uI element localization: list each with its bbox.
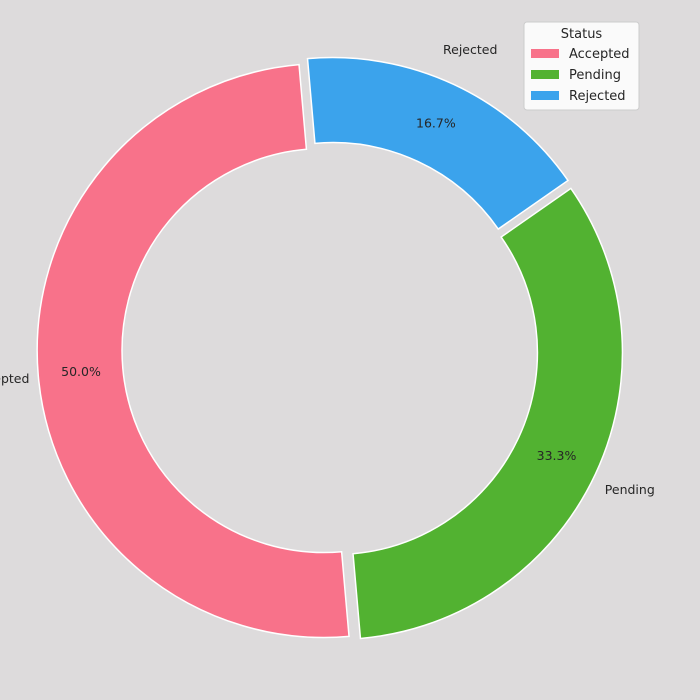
slices-layer [36, 56, 624, 640]
legend: Status Accepted Pending Rejected [523, 21, 640, 111]
legend-swatch-accepted [531, 49, 559, 58]
donut-slice-pending [352, 187, 624, 640]
category-label-pending: Pending [605, 482, 655, 497]
legend-frame [523, 21, 640, 111]
legend-label-pending: Pending [569, 68, 621, 83]
legend-swatch-pending [531, 70, 559, 79]
donut-slice-rejected [306, 56, 570, 231]
legend-entries: Accepted Pending Rejected [531, 47, 630, 104]
percent-label-rejected: 16.7% [416, 116, 456, 131]
percent-label-accepted: 50.0% [61, 364, 101, 379]
legend-swatch-rejected [531, 91, 559, 100]
category-label-rejected: Rejected [443, 42, 497, 57]
category-label-accepted: Accepted [0, 371, 29, 386]
legend-label-rejected: Rejected [569, 89, 626, 104]
legend-title: Status [561, 27, 603, 42]
labels-layer: 50.0% Accepted 33.3% Pending 16.7% Rejected [0, 42, 655, 497]
donut-slice-accepted [36, 63, 350, 639]
legend-label-accepted: Accepted [569, 47, 630, 62]
percent-label-pending: 33.3% [537, 448, 577, 463]
